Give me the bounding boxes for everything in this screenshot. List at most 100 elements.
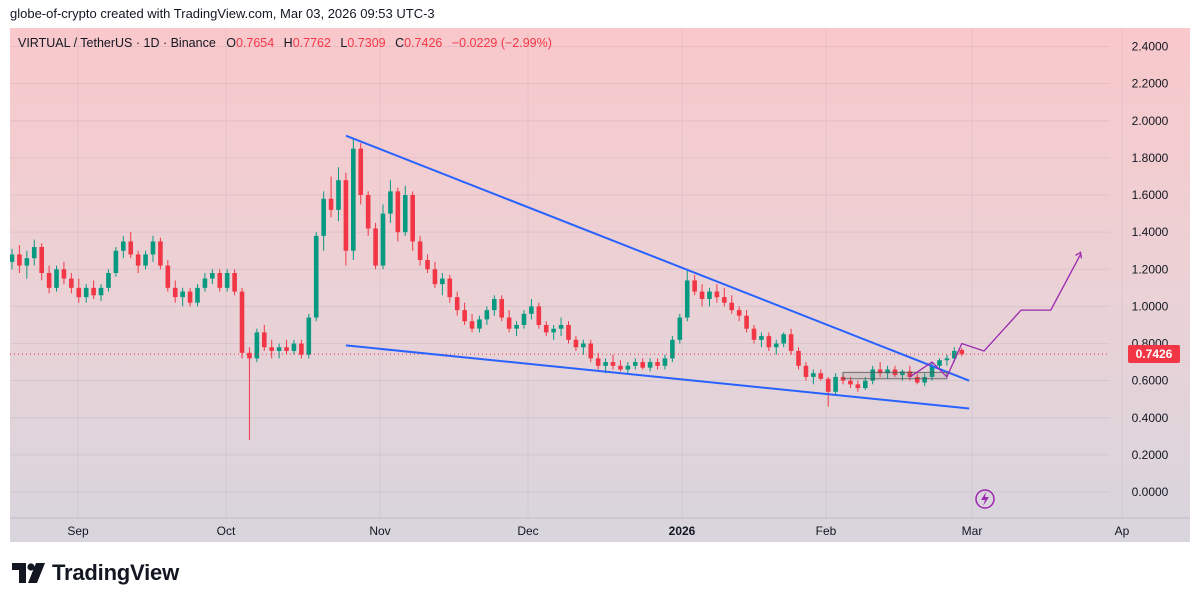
candle-body: [803, 365, 809, 377]
price-tick-label: 1.2000: [1132, 262, 1169, 276]
price-scale: [1110, 28, 1190, 542]
price-tick-label: 1.0000: [1132, 299, 1169, 313]
candle-body: [877, 369, 883, 374]
candle: [276, 343, 282, 359]
candle: [558, 317, 564, 337]
candle: [818, 369, 824, 381]
candle: [907, 365, 913, 381]
candle-body: [217, 273, 223, 288]
candle-body: [46, 273, 52, 288]
candle-body: [165, 265, 171, 288]
candle-body: [76, 287, 82, 298]
candle: [217, 269, 223, 292]
candle-body: [17, 254, 22, 266]
candle: [877, 362, 883, 377]
candle-body: [91, 287, 96, 296]
event-icon-ring: [975, 489, 995, 509]
candle: [46, 265, 52, 294]
open-value: 0.7654: [235, 36, 275, 50]
drawings: [10, 134, 1110, 509]
candle-body: [684, 280, 690, 318]
candle-body: [610, 362, 616, 366]
candle: [321, 191, 326, 251]
candle-body: [373, 228, 378, 266]
candle: [239, 287, 245, 359]
candle: [83, 284, 89, 303]
chart-svg[interactable]: 2.4000 2.2000 2.0000 1.8000 1.6000 1.4000 1.20…: [10, 28, 1190, 542]
candle: [625, 362, 631, 374]
price-tick-label: 1.6000: [1132, 188, 1169, 202]
price-chart[interactable]: 2.4000 2.2000 2.0000 1.8000 1.6000 1.4000 1.20…: [10, 28, 1190, 542]
candle: [469, 313, 475, 333]
candle-body: [581, 343, 586, 348]
caption-text: globe-of-crypto created with TradingView…: [10, 6, 435, 21]
candle-body: [788, 334, 794, 351]
change-value: −0.0229 (−2.99%): [451, 36, 552, 50]
candle-body: [306, 317, 312, 355]
candle: [514, 321, 519, 337]
candle: [595, 352, 601, 370]
candle: [477, 315, 482, 333]
price-tick-label: 1.4000: [1132, 225, 1169, 239]
candle: [781, 332, 786, 348]
candle: [833, 373, 838, 396]
candle: [425, 254, 430, 273]
candle-body: [744, 315, 749, 329]
candle-body: [536, 306, 542, 325]
candle: [788, 328, 794, 355]
candle: [655, 358, 660, 370]
candle-body: [224, 273, 230, 288]
candle-body: [506, 317, 512, 329]
candle-body: [662, 358, 668, 366]
candle: [677, 313, 683, 344]
candle: [180, 287, 185, 307]
price-tick-label: 0.6000: [1132, 374, 1169, 388]
high-value: 0.7762: [292, 36, 331, 50]
candle-body: [69, 278, 74, 288]
price-tick-label: 2.0000: [1132, 114, 1169, 128]
candle-body: [187, 291, 193, 303]
candle-body: [10, 254, 15, 262]
candle-body: [425, 260, 430, 270]
candle-body: [514, 324, 519, 329]
candle: [462, 302, 467, 325]
candle-body: [83, 287, 89, 298]
chart-caption: globe-of-crypto created with TradingView…: [10, 6, 435, 24]
candle: [618, 360, 623, 372]
candle: [811, 369, 816, 385]
candle: [61, 261, 67, 285]
candle-body: [395, 191, 401, 233]
candle-body: [284, 347, 289, 351]
candle-body: [603, 362, 608, 366]
consolidation-box: [842, 371, 948, 380]
candle: [744, 310, 749, 333]
candle: [714, 284, 720, 303]
candle-body: [195, 287, 200, 303]
candle-body: [440, 278, 445, 285]
candle-body: [848, 380, 853, 385]
candle: [402, 185, 408, 236]
candle-body: [269, 347, 274, 351]
brand-name: TradingView: [52, 560, 179, 585]
time-tick-label: 2026: [669, 524, 696, 538]
candle-body: [922, 376, 927, 383]
candle-body: [618, 365, 623, 370]
candle-body: [707, 291, 712, 299]
candle-body: [158, 241, 163, 266]
candle-body: [462, 310, 467, 322]
candle-body: [647, 362, 653, 368]
candle-body: [336, 180, 341, 210]
candle: [195, 284, 200, 307]
wedge-lower-trendline: [345, 344, 970, 410]
candle: [692, 274, 697, 296]
candle-body: [729, 302, 735, 311]
candle: [31, 239, 37, 266]
candle: [573, 336, 579, 351]
candle: [870, 365, 876, 385]
y-axis: 2.4000 2.2000 2.0000 1.8000 1.6000 1.4000 1.20…: [1110, 28, 1190, 542]
low-label: L: [340, 36, 348, 50]
brand-footer: TradingView: [12, 558, 179, 588]
candle: [506, 310, 512, 333]
candle: [299, 339, 304, 359]
candle-body: [959, 349, 965, 355]
